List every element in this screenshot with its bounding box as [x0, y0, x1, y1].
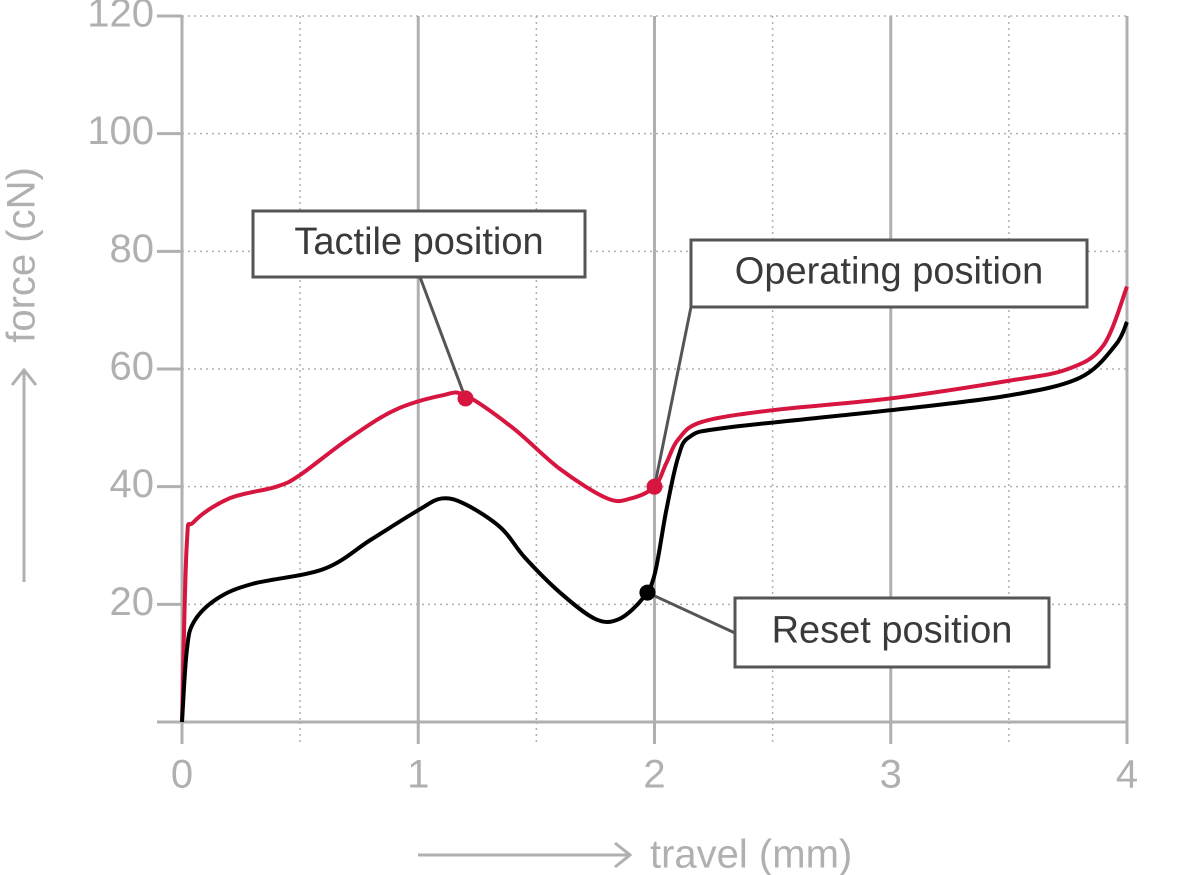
y-tick-label: 100 [87, 109, 154, 153]
x-axis-arrow [418, 841, 633, 869]
y-tick-label: 80 [110, 227, 155, 271]
annotation-marker [639, 584, 656, 601]
line [180, 285, 1129, 723]
x-axis-title: travel (mm) [650, 833, 852, 875]
y-tick-label: 120 [87, 0, 154, 36]
annotation-leader [646, 591, 736, 635]
x-tick-label: 1 [407, 753, 429, 797]
x-tick-label: 3 [880, 753, 902, 797]
annotation-text: Reset position [772, 610, 1013, 652]
annotation-text: Operating position [735, 251, 1043, 293]
annotation-box [689, 238, 1089, 309]
y-tick-label: 40 [110, 462, 155, 506]
y-tick-label: 20 [110, 580, 155, 624]
x-tick-label: 0 [171, 753, 193, 797]
annotation-marker [457, 390, 474, 407]
annotation-box [251, 209, 587, 279]
y-axis-arrow [10, 367, 38, 582]
line [180, 321, 1129, 723]
y-axis-title: force (cN) [0, 167, 44, 343]
annotation-text: Tactile position [294, 221, 543, 263]
annotation-box [733, 596, 1051, 669]
annotation-marker [646, 478, 663, 495]
annotation-leader [653, 306, 693, 487]
x-tick-label: 2 [643, 753, 665, 797]
y-tick-label: 60 [110, 345, 155, 389]
x-tick-label: 4 [1116, 753, 1138, 797]
annotation-leader [418, 276, 467, 399]
